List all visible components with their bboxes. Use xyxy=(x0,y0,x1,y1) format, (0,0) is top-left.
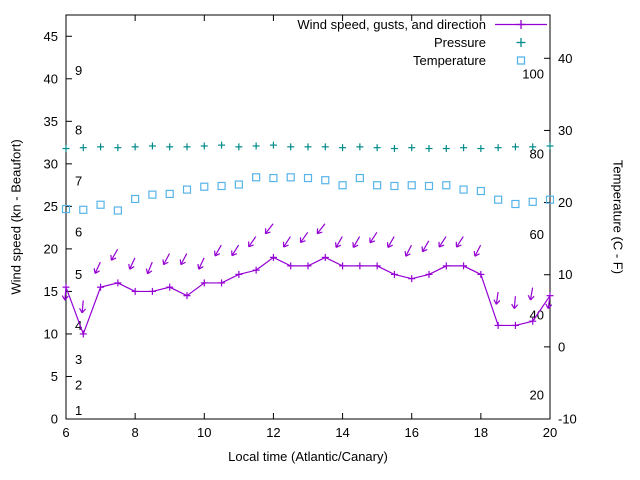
y-axis-left-label: Wind speed (kn - Beaufort) xyxy=(8,139,24,295)
svg-text:15: 15 xyxy=(44,284,58,299)
svg-text:-10: -10 xyxy=(558,412,577,427)
svg-text:7: 7 xyxy=(75,173,82,188)
wind-speed-series xyxy=(62,253,554,338)
svg-text:80: 80 xyxy=(530,147,544,162)
legend-entry-temperature: Temperature xyxy=(413,52,548,68)
svg-text:10: 10 xyxy=(197,425,211,440)
svg-text:1: 1 xyxy=(75,403,82,418)
svg-text:25: 25 xyxy=(44,199,58,214)
svg-text:6: 6 xyxy=(62,425,69,440)
svg-text:14: 14 xyxy=(335,425,349,440)
svg-text:9: 9 xyxy=(75,63,82,78)
svg-text:8: 8 xyxy=(132,425,139,440)
svg-text:30: 30 xyxy=(44,156,58,171)
svg-text:0: 0 xyxy=(558,339,565,354)
plot-axes xyxy=(65,14,551,420)
svg-text:12: 12 xyxy=(266,425,280,440)
svg-text:8: 8 xyxy=(75,122,82,137)
beaufort-scale-labels: 1 2 3 4 5 6 7 8 9 xyxy=(75,63,82,418)
svg-text:30: 30 xyxy=(558,123,572,138)
svg-text:20: 20 xyxy=(44,241,58,256)
svg-text:5: 5 xyxy=(75,267,82,282)
svg-text:4: 4 xyxy=(75,318,82,333)
svg-text:3: 3 xyxy=(75,352,82,367)
svg-text:40: 40 xyxy=(44,71,58,86)
svg-text:45: 45 xyxy=(44,29,58,44)
y-axis-right-label: Temperature (C - F) xyxy=(610,159,626,275)
svg-text:10: 10 xyxy=(558,267,572,282)
temperature-square-icon xyxy=(516,55,526,65)
svg-text:0: 0 xyxy=(51,412,58,427)
legend-entry-wind: Wind speed, gusts, and direction xyxy=(297,16,548,32)
svg-text:20: 20 xyxy=(530,388,544,403)
x-axis-label: Local time (Atlantic/Canary) xyxy=(228,449,388,464)
svg-text:2: 2 xyxy=(75,377,82,392)
svg-text:5: 5 xyxy=(51,369,58,384)
legend-label-temperature: Temperature xyxy=(413,52,486,68)
svg-text:6: 6 xyxy=(75,224,82,239)
legend-label-pressure: Pressure xyxy=(433,34,486,50)
pressure-series xyxy=(62,141,554,153)
svg-text:35: 35 xyxy=(44,114,58,129)
legend-entry-pressure: Pressure xyxy=(433,34,548,50)
svg-text:18: 18 xyxy=(474,425,488,440)
svg-text:60: 60 xyxy=(530,227,544,242)
svg-text:20: 20 xyxy=(543,425,557,440)
svg-text:10: 10 xyxy=(44,326,58,341)
svg-text:16: 16 xyxy=(404,425,418,440)
svg-text:20: 20 xyxy=(558,195,572,210)
svg-text:40: 40 xyxy=(558,51,572,66)
wind-line-plus-icon xyxy=(495,19,547,29)
axis-tick-labels: 6 8 10 12 14 16 18 20051015202530354045-1001020… xyxy=(44,29,577,440)
legend-label-wind: Wind speed, gusts, and direction xyxy=(297,16,486,32)
pressure-plus-icon xyxy=(516,37,526,47)
svg-text:100: 100 xyxy=(522,67,544,82)
temperature-series xyxy=(61,173,555,215)
gusts-direction-series xyxy=(61,223,553,314)
